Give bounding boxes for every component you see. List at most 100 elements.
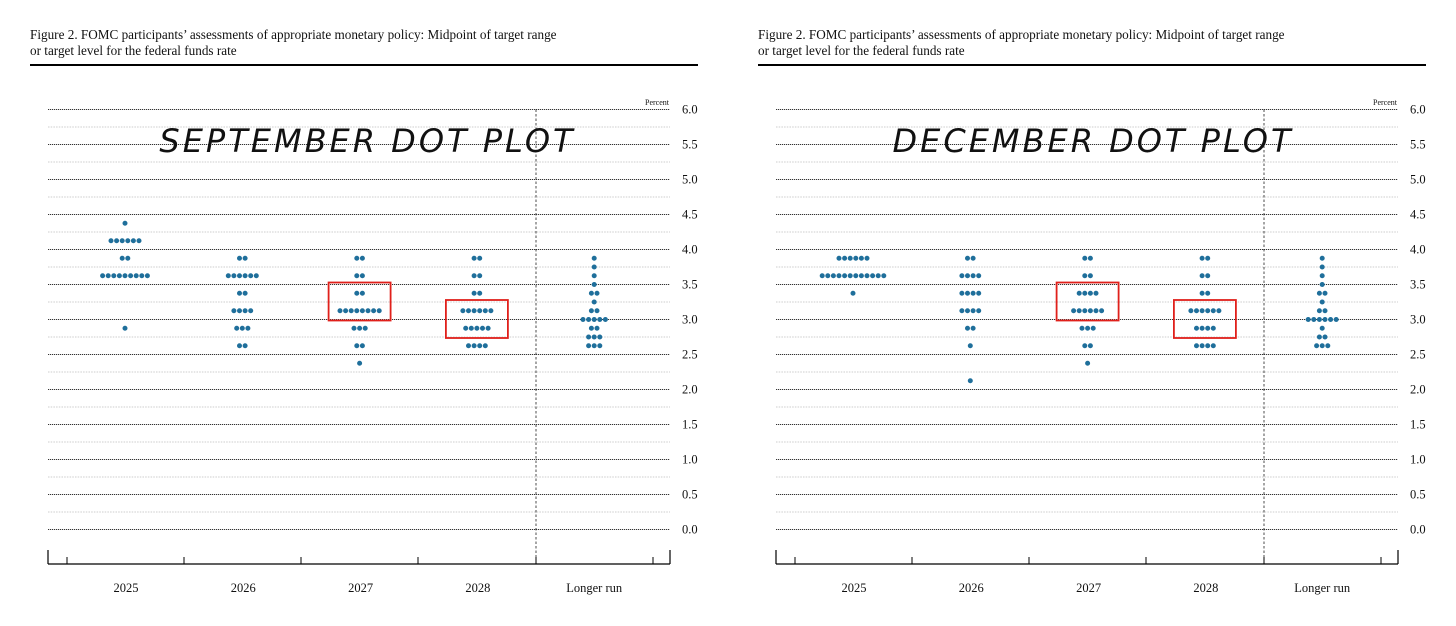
participant-dot — [231, 308, 237, 314]
participant-dot — [248, 308, 254, 314]
participant-dot — [1085, 360, 1091, 366]
participant-dot — [965, 273, 970, 279]
participant-dot — [970, 325, 976, 331]
participant-dot — [1199, 255, 1205, 261]
participant-dot — [1319, 325, 1325, 331]
participant-dot — [365, 308, 371, 314]
participant-dot — [248, 273, 254, 279]
participant-dot — [591, 317, 597, 322]
participant-dot — [477, 343, 483, 349]
y-tick-label: 3.0 — [682, 313, 698, 327]
participant-dot — [836, 255, 842, 261]
participant-dot — [864, 255, 870, 261]
participant-dot — [242, 343, 248, 349]
participant-dot — [477, 308, 483, 314]
y-tick-label: 4.5 — [682, 208, 698, 222]
participant-dot — [586, 343, 592, 349]
participant-dot — [359, 273, 365, 279]
participant-dot — [471, 308, 477, 314]
participant-dot — [477, 290, 483, 296]
y-tick-label: 2.5 — [682, 348, 698, 362]
participant-dot — [1319, 255, 1325, 261]
y-tick-label: 0.5 — [682, 488, 698, 502]
y-tick-label: 6.0 — [682, 103, 698, 117]
participant-dot — [959, 290, 965, 296]
participant-dot — [842, 273, 848, 279]
title-rule — [758, 64, 1426, 66]
participant-dot — [354, 290, 360, 296]
participant-dot — [847, 255, 853, 261]
participant-dot — [1210, 308, 1216, 314]
participant-dot — [466, 308, 471, 314]
participant-dot — [242, 255, 248, 261]
participant-dot — [850, 290, 856, 296]
participant-dot — [1205, 290, 1211, 296]
participant-dot — [237, 308, 242, 314]
participant-dot — [588, 308, 594, 314]
participant-dot — [1205, 273, 1211, 279]
y-tick-label: 1.0 — [682, 453, 698, 467]
unit-label: Percent — [1373, 98, 1398, 107]
participant-dot — [1316, 308, 1322, 314]
participant-dot — [1319, 299, 1325, 305]
participant-dot — [242, 308, 248, 314]
y-tick-label: 2.0 — [682, 383, 698, 397]
participant-dot — [354, 308, 360, 314]
participant-dot — [239, 325, 245, 331]
participant-dot — [1316, 290, 1322, 296]
participant-dot — [1087, 343, 1093, 349]
participant-dot — [337, 308, 343, 314]
participant-dot — [1093, 308, 1099, 314]
x-category-label: 2028 — [465, 581, 490, 595]
participant-dot — [105, 273, 111, 279]
participant-dot — [376, 308, 382, 314]
participant-dot — [858, 273, 864, 279]
participant-dot — [474, 325, 480, 331]
participant-dot — [1316, 334, 1322, 340]
participant-dot — [471, 290, 477, 296]
participant-dot — [122, 220, 128, 226]
participant-dot — [1316, 317, 1322, 322]
participant-dot — [591, 299, 597, 305]
participant-dot — [488, 308, 494, 314]
participant-dot — [359, 290, 365, 296]
participant-dot — [108, 238, 114, 244]
participant-dot — [1099, 308, 1105, 314]
participant-dot — [1188, 308, 1194, 314]
x-category-label: Longer run — [1294, 581, 1351, 595]
participant-dot — [1194, 343, 1199, 349]
highlight-box — [444, 299, 509, 339]
participant-dot — [357, 325, 363, 331]
participant-dot — [351, 325, 357, 331]
participant-dot — [976, 290, 982, 296]
participant-dot — [602, 317, 608, 322]
participant-dot — [354, 343, 360, 349]
participant-dot — [359, 308, 365, 314]
x-category-label: 2026 — [231, 581, 256, 595]
participant-dot — [114, 238, 120, 244]
participant-dot — [965, 290, 970, 296]
participant-dot — [586, 334, 592, 340]
y-tick-label: 1.0 — [1410, 453, 1426, 467]
participant-dot — [343, 308, 349, 314]
participant-dot — [580, 317, 586, 322]
participant-dot — [959, 308, 965, 314]
x-category-label: 2026 — [959, 581, 984, 595]
unit-label: Percent — [645, 98, 670, 107]
participant-dot — [965, 308, 970, 314]
participant-dot — [1205, 325, 1211, 331]
participant-dot — [1322, 317, 1328, 322]
participant-dot — [125, 255, 131, 261]
participant-dot — [359, 343, 365, 349]
participant-dot — [468, 325, 474, 331]
participant-dot — [1082, 273, 1088, 279]
participant-dot — [471, 343, 477, 349]
title-rule — [30, 64, 698, 66]
participant-dot — [359, 255, 365, 261]
y-tick-label: 5.0 — [1410, 173, 1426, 187]
participant-dot — [970, 290, 976, 296]
participant-dot — [825, 273, 831, 279]
participant-dot — [864, 273, 870, 279]
y-tick-label: 4.0 — [1410, 243, 1426, 257]
participant-dot — [245, 325, 251, 331]
